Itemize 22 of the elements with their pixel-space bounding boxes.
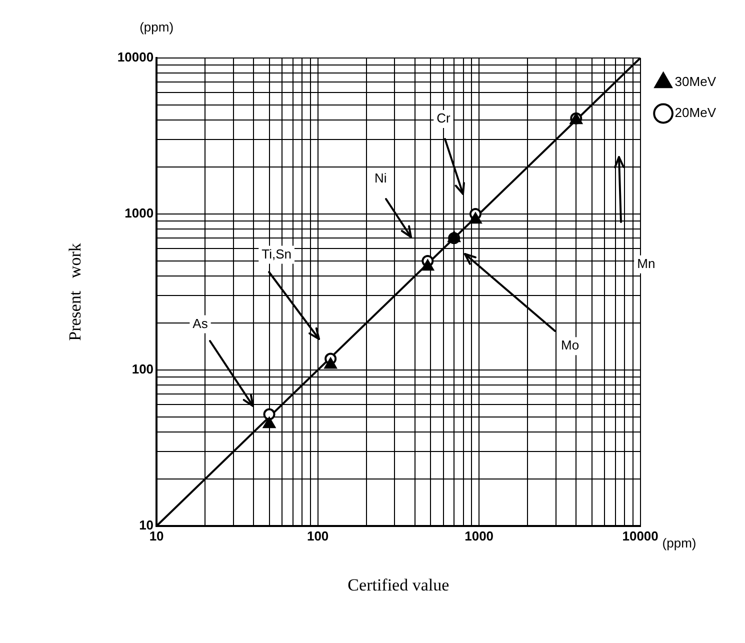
x-tick-label: 1000	[464, 528, 494, 544]
legend-label: 30MeV	[674, 74, 716, 90]
annotation: Mn	[637, 256, 656, 271]
annotation: Cr	[436, 110, 451, 126]
point	[263, 408, 276, 420]
annotation: Ti,Sn	[262, 246, 292, 262]
y-axis-title: Present work	[66, 242, 85, 341]
x-axis-title: Certified value	[348, 575, 450, 594]
text: (ppm)	[662, 536, 696, 551]
text: (ppm)	[140, 20, 174, 35]
legend-label: 20MeV	[674, 105, 716, 120]
x-tick-label: 10000	[622, 528, 658, 544]
annotation: As	[192, 316, 208, 331]
x-tick-label: 100	[306, 528, 329, 544]
point	[324, 358, 337, 369]
annotation: Mo	[561, 338, 580, 353]
y-tick-label: 10	[139, 518, 154, 533]
annotation: Ni	[374, 170, 387, 186]
y-tick-label: 10000	[117, 50, 154, 65]
y-tick-label: 1000	[124, 206, 154, 221]
point	[263, 417, 276, 428]
y-tick-label: 100	[132, 362, 154, 377]
